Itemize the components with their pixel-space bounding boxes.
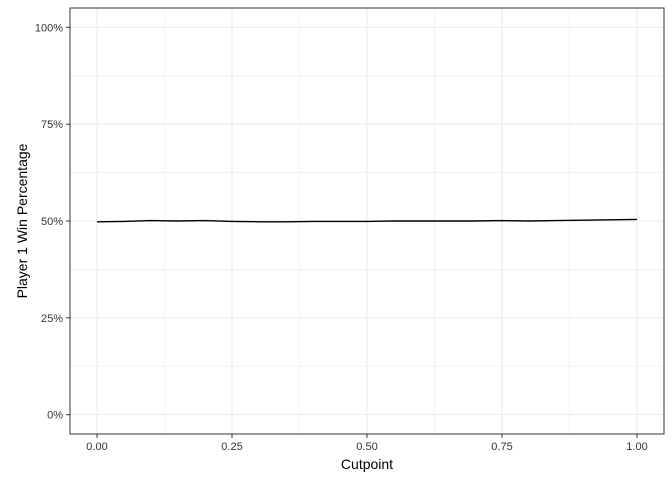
- y-tick-label: 25%: [41, 313, 63, 325]
- x-tick-label: 0.00: [86, 441, 107, 453]
- x-axis: 0.00 0.25 0.50 0.75 1.00: [86, 434, 648, 453]
- y-tick-label: 100%: [35, 22, 63, 34]
- y-tick-label: 50%: [41, 216, 63, 228]
- x-tick-label: 0.50: [356, 441, 377, 453]
- x-tick-label: 0.75: [491, 441, 512, 453]
- y-axis-title: Player 1 Win Percentage: [14, 143, 30, 298]
- series-layer: [96, 218, 638, 223]
- series-line-0: [96, 218, 638, 223]
- y-tick-label: 0%: [47, 410, 63, 422]
- x-tick-label: 0.25: [221, 441, 242, 453]
- y-axis: 0% 25% 50% 75% 100%: [35, 22, 70, 422]
- x-tick-label: 1.00: [626, 441, 647, 453]
- x-axis-title: Cutpoint: [341, 456, 393, 472]
- major-gridlines: [70, 8, 664, 434]
- y-tick-label: 75%: [41, 119, 63, 131]
